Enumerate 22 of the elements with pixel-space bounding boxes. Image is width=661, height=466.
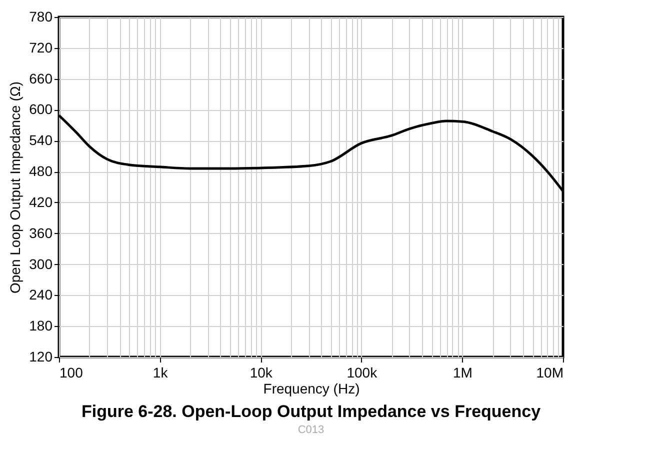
- y-tick-label: 480: [29, 163, 53, 180]
- y-tick-label: 180: [29, 318, 53, 334]
- x-tick-label: 100: [60, 364, 84, 380]
- x-tick-label: 10M: [536, 364, 564, 380]
- y-tick-label: 420: [29, 194, 53, 210]
- text: Figure 6-28. Open-Loop Output Impedance vs Frequency: [81, 402, 542, 421]
- y-tick-label: 120: [29, 348, 53, 364]
- y-tick-label: 360: [29, 224, 53, 241]
- y-tick-label: 240: [29, 286, 53, 303]
- y-tick-label: 600: [29, 101, 53, 118]
- y-tick-label: 660: [29, 70, 53, 86]
- x-axis-title: Frequency (Hz): [263, 380, 360, 396]
- x-tick-label: 10k: [250, 364, 274, 380]
- text: C013: [298, 424, 324, 436]
- x-tick-label: 1M: [452, 364, 472, 380]
- x-tick-label: 1k: [152, 364, 169, 380]
- y-tick-label: 720: [29, 39, 53, 56]
- y-tick-label: 780: [29, 8, 53, 24]
- y-tick-label: 540: [29, 132, 53, 148]
- y-axis-title: Open Loop Output Impedance (Ω): [7, 81, 24, 294]
- y-tick-label: 300: [29, 256, 53, 272]
- x-tick-label: 100k: [346, 364, 378, 380]
